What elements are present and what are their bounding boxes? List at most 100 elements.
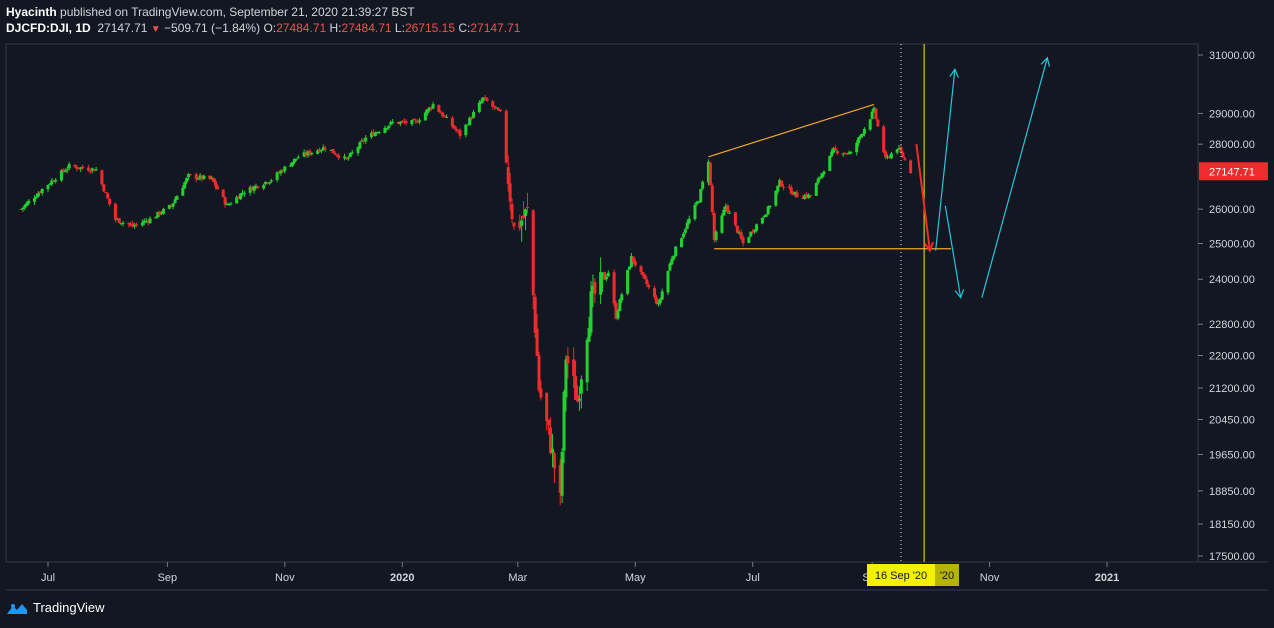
annotations-layer[interactable] [708, 44, 1051, 562]
candle-body [710, 185, 714, 213]
candle-body [733, 212, 737, 225]
candle-body [416, 121, 420, 123]
tradingview-logo-icon[interactable] [6, 601, 28, 615]
down-triangle-icon: ▼ [150, 24, 161, 35]
high-value: 27484.71 [341, 21, 392, 35]
price-tick-label: 28000.00 [1209, 139, 1255, 151]
candle-body [495, 107, 499, 109]
candle-body [335, 154, 339, 156]
candle-body [146, 221, 150, 223]
candle-body [50, 180, 54, 185]
candle-body [558, 465, 562, 493]
candle-body [466, 125, 470, 127]
candle-body [237, 196, 241, 199]
candle-body [589, 291, 593, 333]
candle-body [751, 231, 755, 233]
candle-body [291, 162, 295, 166]
candle-body [512, 222, 516, 227]
candle-body [171, 203, 175, 207]
author-name[interactable]: Hyacinth [6, 5, 57, 19]
cyan-arrow[interactable] [944, 205, 962, 298]
candle-body [577, 398, 581, 401]
time-tick-label: 2021 [1095, 572, 1119, 584]
candle-body [795, 192, 799, 198]
candle-body [175, 196, 179, 200]
time-tick-label: Nov [980, 572, 1000, 584]
candle-body [712, 212, 716, 241]
price-axis[interactable]: 31000.00 29000.00 28000.00 26000.00 25000.00… [1198, 50, 1268, 563]
candle-body [54, 180, 58, 182]
candle-body [275, 172, 279, 180]
candle-body [319, 150, 323, 152]
price-tick-label: 18850.00 [1209, 486, 1255, 498]
candle-body [579, 379, 583, 394]
candle-body [445, 117, 449, 119]
candle-body [441, 112, 445, 117]
candle-body [385, 128, 389, 130]
candle-body [470, 118, 474, 120]
candle-body [310, 152, 314, 155]
time-axis[interactable]: JulSepNov2020MarMayJulSepNov202116 Sep '… [41, 562, 1119, 586]
candle-body [816, 178, 820, 183]
candle-body [429, 107, 433, 109]
candle-body [629, 255, 633, 268]
candle-body [654, 297, 658, 304]
footer-brand[interactable]: TradingView [33, 600, 105, 615]
candle-body [40, 188, 44, 194]
ohlc-line: DJCFD:DJI, 1D 27147.71 ▼ −509.71 (−1.84%… [6, 20, 520, 38]
candle-body [135, 224, 139, 226]
candle-body [498, 109, 502, 112]
candle-body [119, 223, 123, 225]
candle-body [443, 115, 447, 117]
candle-body [720, 215, 724, 233]
candle-body [431, 104, 435, 109]
candle-body [269, 180, 273, 182]
candle-body [585, 339, 589, 383]
red-down-arrow[interactable] [915, 144, 931, 251]
candle-body [38, 192, 42, 194]
candle-body [196, 178, 200, 180]
candle-body [142, 220, 146, 223]
candle-body [221, 189, 225, 198]
cyan-arrow[interactable] [935, 69, 956, 251]
candle-body [656, 303, 660, 305]
candle-body [760, 217, 764, 224]
candle-body [564, 359, 568, 398]
candle-body [481, 97, 485, 102]
candle-body [860, 133, 864, 136]
orange-trend-line[interactable] [708, 103, 875, 158]
candle-body [402, 120, 406, 123]
candle-body [660, 291, 664, 300]
candle-body [599, 272, 603, 295]
cyan-arrow[interactable] [981, 57, 1048, 298]
candle-body [872, 107, 876, 112]
candle-body [576, 395, 580, 402]
candle-body [337, 155, 341, 158]
candle-body [782, 186, 786, 188]
candle-body [849, 152, 853, 154]
time-tick-label: May [625, 572, 646, 584]
candle-body [391, 121, 395, 123]
candle-body [106, 193, 110, 199]
candle-body [185, 178, 189, 183]
candle-body [574, 375, 578, 400]
candle-body [606, 272, 610, 277]
symbol-label[interactable]: DJCFD:DJI, 1D [6, 21, 91, 35]
candle-body [104, 192, 108, 194]
candle-body [154, 217, 158, 219]
candle-body [645, 279, 649, 285]
close-value: 27147.71 [470, 21, 521, 35]
candle-body [601, 272, 605, 278]
candle-body [144, 220, 148, 222]
candle-body [787, 186, 791, 188]
candle-body [302, 152, 306, 157]
candle-body [701, 181, 705, 189]
candle-body [524, 209, 528, 217]
last-price: 27147.71 [97, 21, 148, 35]
candle-body [618, 299, 622, 311]
candle-body [277, 172, 281, 174]
candle-body [65, 169, 69, 171]
candle-body [903, 158, 907, 160]
candle-body [36, 193, 40, 197]
